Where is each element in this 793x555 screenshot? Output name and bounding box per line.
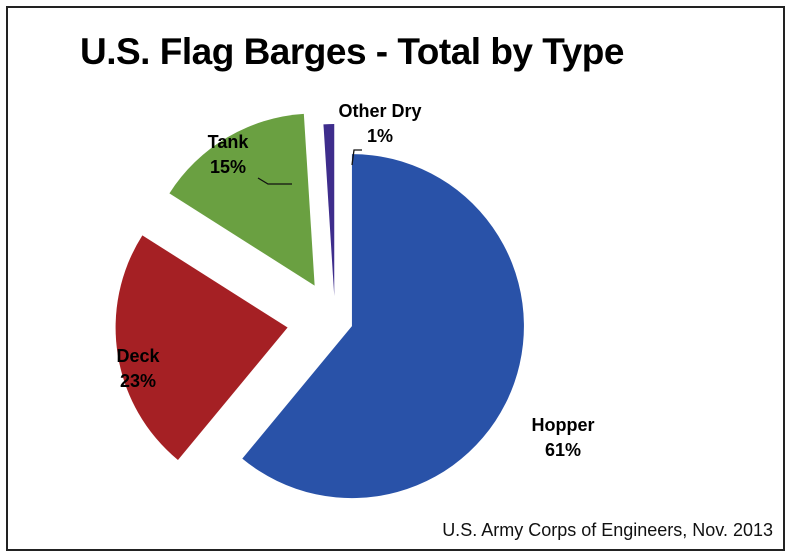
source-note: U.S. Army Corps of Engineers, Nov. 2013: [442, 520, 773, 540]
pie-slice-tank: [169, 113, 315, 286]
pie-slice-deck: [115, 235, 288, 461]
pie-slice-other-dry: [323, 124, 335, 297]
slice-value-other-dry: 1%: [367, 126, 393, 146]
chart-title: U.S. Flag Barges - Total by Type: [80, 31, 624, 72]
slice-value-deck: 23%: [120, 371, 156, 391]
pie-slice-hopper: [242, 154, 524, 499]
slice-label-hopper: Hopper: [532, 415, 595, 435]
slice-value-hopper: 61%: [545, 440, 581, 460]
slice-label-deck: Deck: [116, 346, 160, 366]
slice-label-tank: Tank: [208, 132, 250, 152]
slice-label-other-dry: Other Dry: [338, 101, 421, 121]
slice-value-tank: 15%: [210, 157, 246, 177]
leader-line-tank: [257, 177, 292, 185]
leader-line-other-dry: [351, 149, 362, 166]
